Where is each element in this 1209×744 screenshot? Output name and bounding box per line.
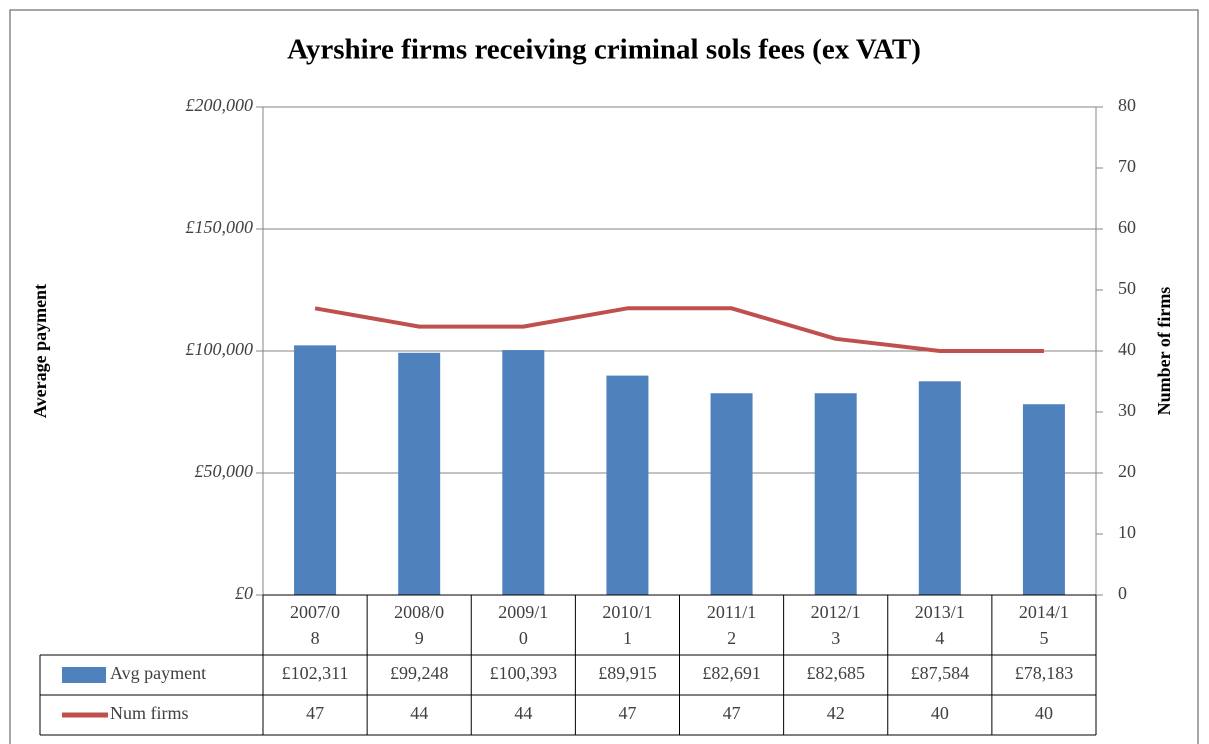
table-value: 44 [410,703,428,723]
y2-axis-title: Number of firms [1154,287,1174,416]
chart-border [9,9,1199,744]
table-value: 44 [514,703,532,723]
bar [294,345,337,595]
bar [398,352,441,595]
bar [1022,404,1065,595]
y2-tick-label: 30 [1118,400,1136,420]
table-value: 47 [618,703,636,723]
table-value: £102,311 [282,663,349,683]
legend-label: Num firms [110,703,189,723]
x-tick-label: 2009/10 [498,602,549,648]
chart-title: Ayrshire firms receiving criminal sols f… [287,34,921,66]
y2-tick-label: 10 [1118,522,1136,542]
table-value: £87,584 [911,663,970,683]
bar [710,393,753,595]
x-tick-label: 2014/15 [1018,602,1069,648]
x-tick-label: 2007/08 [290,602,341,648]
table-value: £82,685 [806,663,865,683]
bar [814,393,857,595]
line-series [314,306,1044,353]
table-value: 47 [723,703,741,723]
table-value: £99,248 [390,663,449,683]
table-value: 42 [827,703,845,723]
legend-swatch [62,667,106,683]
x-tick-label: 2008/09 [394,602,445,648]
bar [606,375,649,595]
bar [918,381,961,595]
x-tick-label: 2012/13 [810,602,861,648]
x-tick-label: 2010/11 [602,602,653,648]
y-tick-label: £0 [235,583,253,603]
y2-tick-label: 40 [1118,339,1136,359]
table-value: £100,393 [490,663,558,683]
x-tick-label: 2011/12 [706,602,757,648]
bar [502,350,545,595]
table-value: 47 [306,703,324,723]
x-tick-label: 2013/14 [914,602,965,648]
y2-tick-label: 80 [1118,95,1136,115]
y2-tick-label: 0 [1118,583,1127,603]
table-value: 40 [1035,703,1053,723]
table-value: £89,915 [598,663,657,683]
table-value: £78,183 [1015,663,1074,683]
y-axis-title: Average payment [30,284,50,418]
table-value: 40 [931,703,949,723]
legend-label: Avg payment [110,663,206,683]
y2-tick-label: 60 [1118,217,1136,237]
y-tick-label: £200,000 [186,95,254,115]
y2-tick-label: 50 [1118,278,1136,298]
table-value: £82,691 [702,663,761,683]
y2-tick-label: 70 [1118,156,1136,176]
y-tick-label: £50,000 [195,461,254,481]
y-tick-label: £100,000 [186,339,254,359]
y-tick-label: £150,000 [186,217,254,237]
y2-tick-label: 20 [1118,461,1136,481]
